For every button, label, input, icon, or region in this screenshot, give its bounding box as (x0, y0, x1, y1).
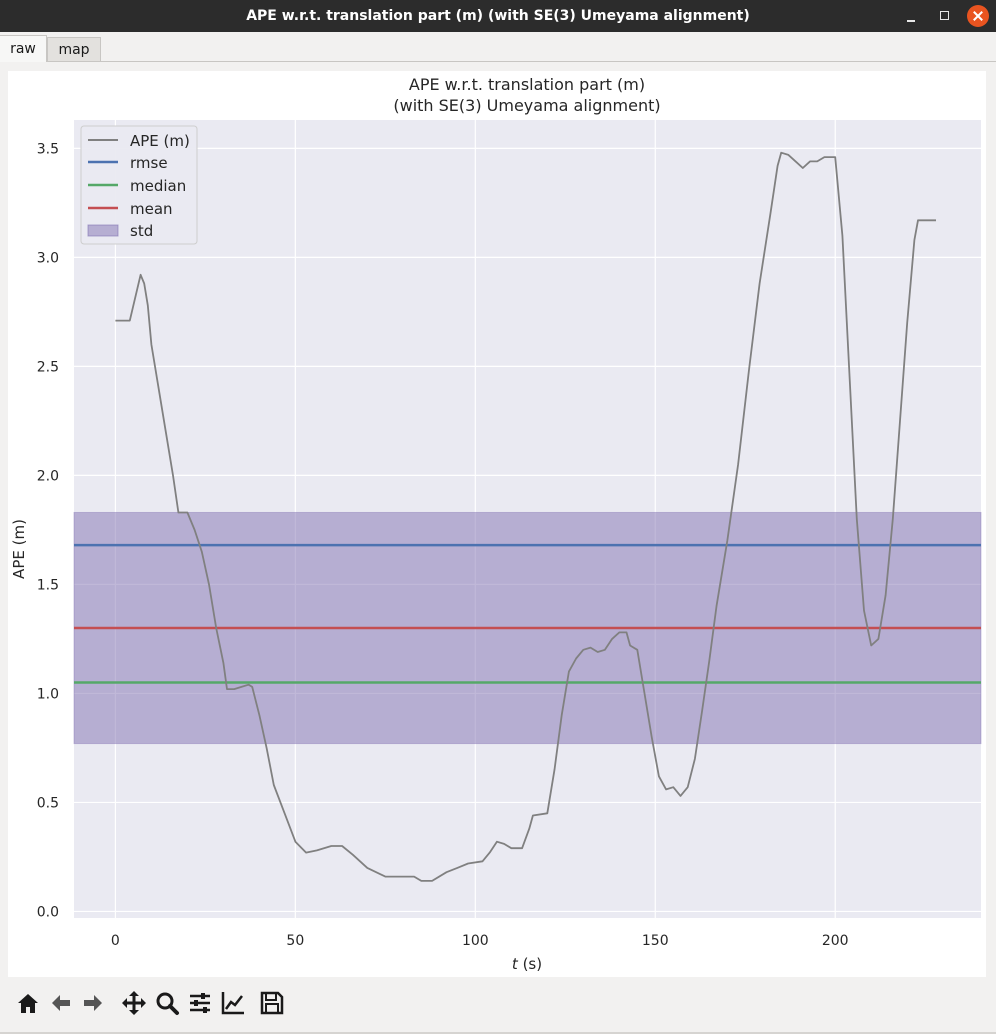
navigation-toolbar (0, 986, 996, 1024)
y-tick-label-0.0: 0.0 (37, 904, 59, 920)
legend-swatch-std (87, 224, 119, 237)
x-axis-label: t (s) (512, 955, 542, 973)
y-tick-label-0.5: 0.5 (37, 795, 59, 811)
y-axis-label: APE (m) (10, 519, 28, 579)
legend: APE (m) rmse median mean std (80, 125, 198, 245)
y-tick-label-2.5: 2.5 (37, 359, 59, 375)
maximize-icon[interactable] (934, 5, 956, 27)
ape-series-line (115, 151, 936, 882)
x-tick-label-0: 0 (111, 933, 120, 949)
x-tick-label-150: 150 (642, 933, 669, 949)
tab-map[interactable]: map (47, 37, 101, 61)
figure-canvas: APE w.r.t. translation part (m) (with SE… (8, 71, 986, 977)
chart-title: APE w.r.t. translation part (m) (409, 75, 645, 94)
legend-frame (80, 125, 198, 245)
minimize-icon[interactable] (900, 5, 922, 27)
y-tick-label-1.5: 1.5 (37, 577, 59, 593)
chart-subtitle: (with SE(3) Umeyama alignment) (393, 96, 660, 115)
y-tick-label-3.5: 3.5 (37, 141, 59, 157)
tab-bar (0, 32, 996, 62)
y-tick-label-1.0: 1.0 (37, 686, 59, 702)
x-axis-label-unit: (s) (518, 955, 542, 973)
window-title: APE w.r.t. translation part (m) (with SE… (246, 8, 750, 24)
close-icon[interactable] (967, 5, 989, 27)
legend-label-mean: mean (130, 200, 173, 218)
x-tick-label-200: 200 (822, 933, 849, 949)
legend-label-rmse: rmse (130, 154, 168, 172)
legend-label-std: std (130, 222, 153, 240)
ape-chart: APE w.r.t. translation part (m) (with SE… (10, 75, 982, 973)
pan-icon[interactable] (120, 989, 148, 1017)
home-icon[interactable] (14, 989, 42, 1017)
legend-label-ape: APE (m) (130, 132, 190, 150)
edit-axis-icon[interactable] (219, 989, 247, 1017)
window-bottom-border (0, 1032, 996, 1034)
legend-label-median: median (130, 177, 186, 195)
configure-subplots-icon[interactable] (186, 989, 214, 1017)
y-axis-ticks: 0.0 0.5 1.0 1.5 2.0 2.5 3.0 3.5 (37, 141, 59, 920)
x-axis-label-var: t (512, 955, 519, 973)
tab-raw[interactable]: raw (0, 35, 47, 62)
save-icon[interactable] (258, 989, 286, 1017)
zoom-icon[interactable] (153, 989, 181, 1017)
window-titlebar: APE w.r.t. translation part (m) (with SE… (0, 0, 996, 32)
y-tick-label-3.0: 3.0 (37, 250, 59, 266)
x-tick-label-50: 50 (286, 933, 304, 949)
x-axis-ticks: 0 50 100 150 200 (111, 933, 849, 949)
forward-arrow-icon[interactable] (79, 989, 107, 1017)
y-tick-label-2.0: 2.0 (37, 468, 59, 484)
x-tick-label-100: 100 (462, 933, 489, 949)
back-arrow-icon[interactable] (47, 989, 75, 1017)
